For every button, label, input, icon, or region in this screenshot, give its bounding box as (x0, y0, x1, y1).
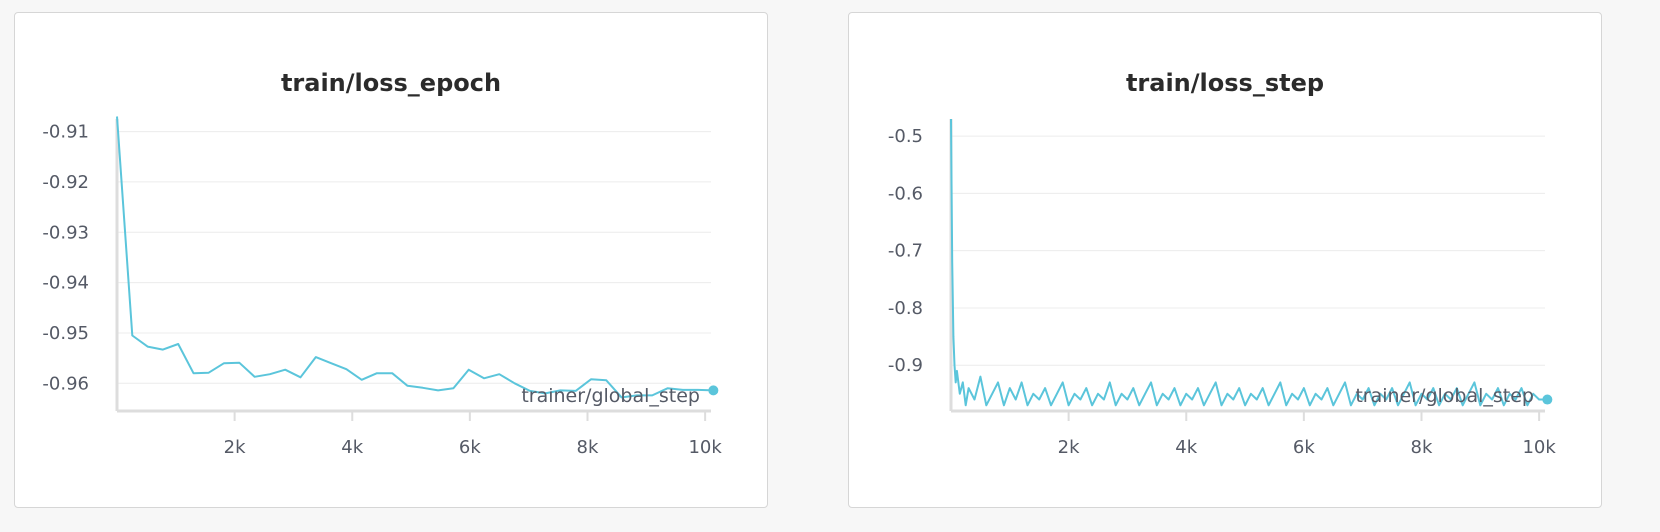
y-tick-label: -0.91 (42, 122, 89, 143)
y-tick-label: -0.9 (888, 355, 923, 376)
series-line[interactable] (116, 116, 714, 399)
y-tick-label: -0.6 (888, 183, 923, 204)
x-tick-label: 10k (1522, 437, 1556, 458)
x-axis-title: trainer/global_step (1355, 385, 1534, 407)
x-tick-label: 10k (688, 437, 722, 458)
x-axis-title: trainer/global_step (521, 385, 700, 407)
chart-panel-loss-step: train/loss_step -0.5 -0.6 -0.7 -0.8 -0.9 2k 4k… (848, 12, 1602, 508)
chart-title: train/loss_epoch (280, 69, 502, 97)
y-tick-label: -0.8 (888, 298, 923, 319)
x-tick-label: 2k (1058, 437, 1080, 458)
x-tick-label: 2k (224, 437, 246, 458)
y-tick-label: -0.95 (42, 323, 89, 344)
x-tick-label: 4k (1175, 437, 1197, 458)
chart-title: train/loss_step (1125, 69, 1325, 97)
x-tick-label: 6k (459, 437, 481, 458)
y-tick-label: -0.93 (42, 222, 89, 243)
x-tick-label: 8k (577, 437, 599, 458)
chart-loss-step[interactable]: -0.5 -0.6 -0.7 -0.8 -0.9 2k 4k 6k 8k 10k trainer/g… (849, 13, 1603, 509)
chart-panel-loss-epoch: train/loss_epoch -0.91 -0.92 -0.93 -0.94 -0.… (14, 12, 768, 508)
y-tick-label: -0.94 (42, 273, 89, 294)
x-tick-label: 4k (341, 437, 363, 458)
last-point-marker[interactable] (708, 385, 719, 396)
series-line[interactable] (950, 118, 1548, 407)
y-tick-label: -0.7 (888, 241, 923, 262)
x-tick-label: 8k (1411, 437, 1433, 458)
y-tick-label: -0.96 (42, 373, 89, 394)
last-point-marker[interactable] (1542, 394, 1553, 405)
y-tick-label: -0.5 (888, 126, 923, 147)
chart-loss-epoch[interactable]: -0.91 -0.92 -0.93 -0.94 -0.95 -0.96 2k 4k 6k 8k 10… (15, 13, 769, 509)
y-tick-label: -0.92 (42, 172, 89, 193)
x-tick-label: 6k (1293, 437, 1315, 458)
